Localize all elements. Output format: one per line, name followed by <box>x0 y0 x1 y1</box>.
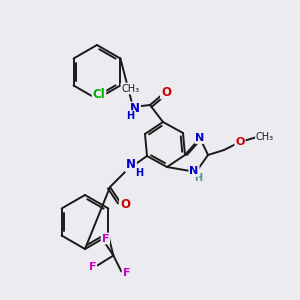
Text: N: N <box>195 133 205 143</box>
Text: F: F <box>123 268 130 278</box>
Text: N: N <box>126 158 136 172</box>
Text: O: O <box>161 85 171 98</box>
Text: O: O <box>235 137 245 147</box>
Text: N: N <box>189 166 199 176</box>
Text: F: F <box>102 233 109 244</box>
Text: H: H <box>194 173 202 183</box>
Text: O: O <box>120 199 130 212</box>
Text: CH₃: CH₃ <box>121 83 140 94</box>
Text: H: H <box>126 111 134 121</box>
Text: H: H <box>135 168 143 178</box>
Text: N: N <box>130 103 140 116</box>
Text: CH₃: CH₃ <box>256 132 274 142</box>
Text: F: F <box>88 262 96 272</box>
Text: Cl: Cl <box>93 88 105 101</box>
